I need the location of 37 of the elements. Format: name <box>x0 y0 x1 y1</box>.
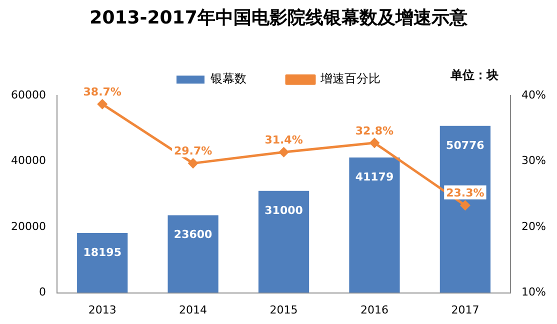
bar <box>168 215 218 293</box>
data-label: 23600 <box>174 228 213 242</box>
y2-tick-label: 10% <box>522 286 546 299</box>
y-tick-label: 60000 <box>10 88 46 102</box>
data-label: 23.3% <box>446 186 484 200</box>
data-label: 18195 <box>83 246 122 259</box>
bar <box>349 157 400 293</box>
text: 单位：块 <box>450 68 499 82</box>
bar <box>77 233 128 293</box>
y-tick-label: 20000 <box>10 220 46 233</box>
legend-label: 银幕数 <box>210 72 246 86</box>
y-tick-label: 40000 <box>10 154 46 168</box>
point <box>279 147 289 157</box>
data-label: 41179 <box>355 170 394 184</box>
data-label: 29.7% <box>174 144 212 158</box>
y2-tick-label: 40% <box>522 88 546 102</box>
legend-label: 增速百分比 <box>320 72 380 86</box>
point <box>460 200 470 210</box>
point <box>370 138 380 148</box>
bar <box>440 126 491 293</box>
point <box>98 99 108 109</box>
data-label: 38.7% <box>83 86 122 99</box>
data-label: 31.4% <box>264 133 303 146</box>
bar <box>258 190 310 293</box>
y2-tick-label: 20% <box>522 220 546 233</box>
point <box>188 158 198 168</box>
data-label: 31000 <box>264 204 304 217</box>
x-tick-label: 2013 <box>88 303 116 316</box>
data-label: 50776 <box>446 138 485 152</box>
x-tick-label: 2015 <box>270 303 298 316</box>
x-tick-label: 2016 <box>360 303 388 316</box>
x-tick-label: 2014 <box>179 303 208 316</box>
x-tick-label: 2017 <box>451 303 480 316</box>
data-label: 32.8% <box>355 124 394 138</box>
y2-tick-label: 30% <box>522 154 546 168</box>
y-tick-label: 0 <box>38 286 46 299</box>
chart-title: 2013-2017年中国电影院线银幕数及增速示意 <box>90 7 468 28</box>
